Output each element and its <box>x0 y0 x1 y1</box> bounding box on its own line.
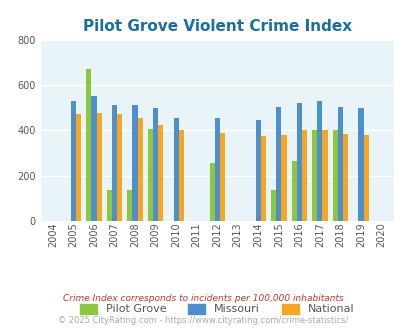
Bar <box>362 135 368 221</box>
Text: © 2025 CityRating.com - https://www.cityrating.com/crime-statistics/: © 2025 CityRating.com - https://www.city… <box>58 316 347 325</box>
Bar <box>296 103 301 221</box>
Bar <box>158 125 163 221</box>
Bar <box>337 107 342 221</box>
Bar <box>358 108 362 221</box>
Bar <box>132 105 137 221</box>
Bar <box>127 190 132 221</box>
Bar <box>117 115 122 221</box>
Bar <box>291 161 296 221</box>
Bar <box>96 113 101 221</box>
Title: Pilot Grove Violent Crime Index: Pilot Grove Violent Crime Index <box>83 19 351 34</box>
Bar <box>342 134 347 221</box>
Bar <box>91 96 96 221</box>
Bar <box>311 130 317 221</box>
Bar <box>173 118 178 221</box>
Bar <box>153 108 158 221</box>
Bar <box>209 163 214 221</box>
Bar <box>214 118 219 221</box>
Bar <box>76 115 81 221</box>
Bar <box>137 118 143 221</box>
Bar <box>322 130 327 221</box>
Legend: Pilot Grove, Missouri, National: Pilot Grove, Missouri, National <box>75 299 358 319</box>
Bar <box>71 101 76 221</box>
Bar <box>317 101 322 221</box>
Bar <box>107 190 112 221</box>
Bar <box>332 130 337 221</box>
Bar <box>275 107 281 221</box>
Bar <box>86 69 91 221</box>
Text: Crime Index corresponds to incidents per 100,000 inhabitants: Crime Index corresponds to incidents per… <box>62 294 343 303</box>
Bar <box>219 133 224 221</box>
Bar <box>301 130 306 221</box>
Bar <box>178 130 183 221</box>
Bar <box>260 136 265 221</box>
Bar <box>147 129 153 221</box>
Bar <box>112 105 117 221</box>
Bar <box>271 190 275 221</box>
Bar <box>281 135 286 221</box>
Bar <box>255 120 260 221</box>
